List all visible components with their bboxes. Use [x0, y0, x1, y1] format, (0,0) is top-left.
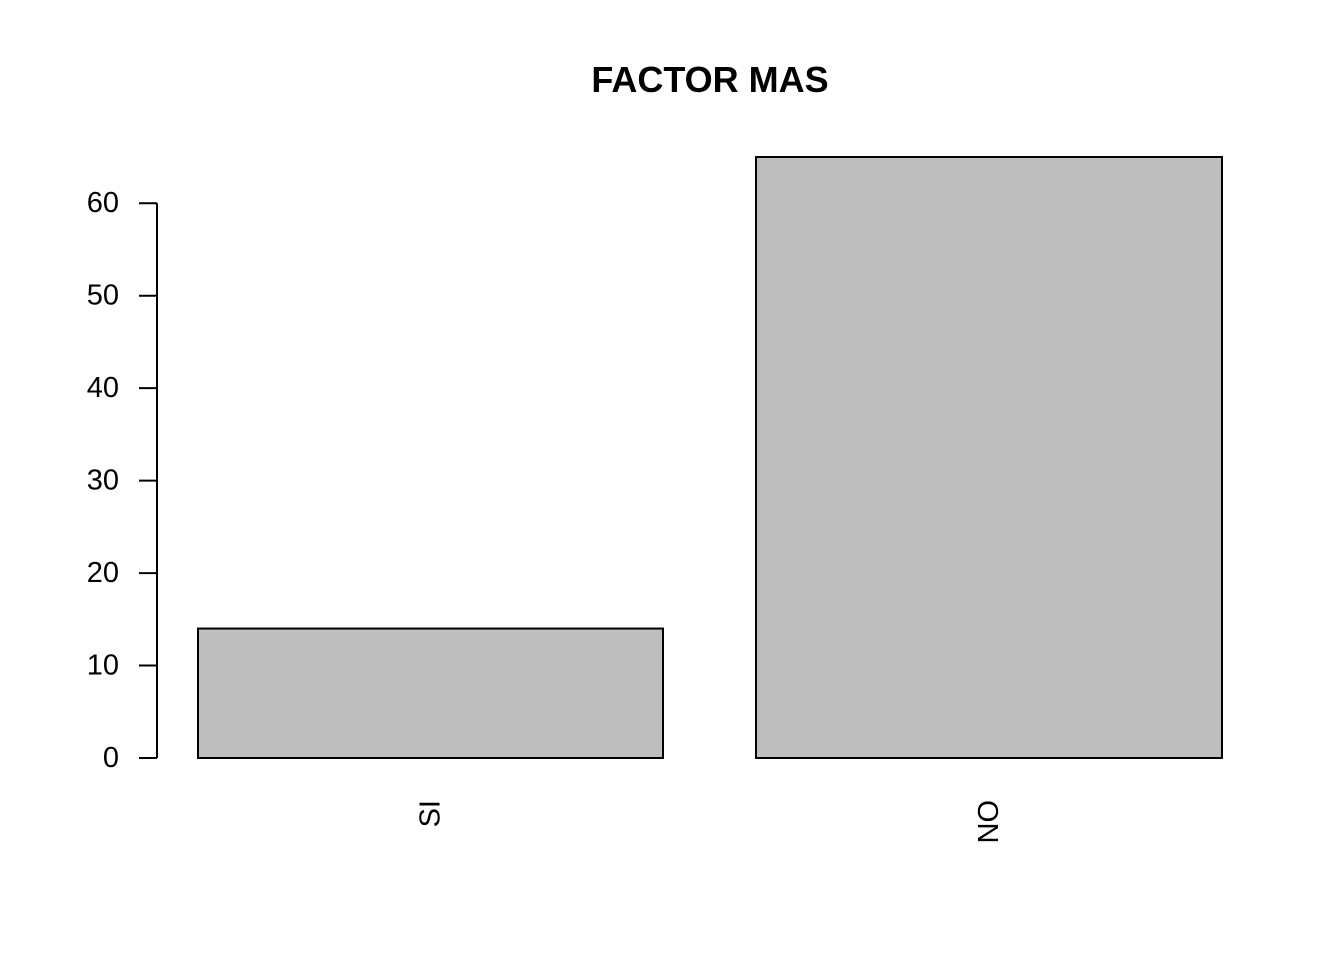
bar-no — [755, 156, 1223, 759]
y-tick-label: 0 — [103, 742, 119, 774]
y-tick-label: 40 — [87, 372, 119, 404]
y-axis: 0 10 20 30 40 50 60 — [87, 187, 158, 774]
y-tick-label: 50 — [87, 280, 119, 312]
chart-title: FACTOR MAS — [591, 59, 828, 100]
y-tick-label: 20 — [87, 557, 119, 589]
y-tick-label: 60 — [87, 187, 119, 219]
x-tick-label: NO — [973, 800, 1005, 844]
x-tick-label: SI — [415, 800, 447, 827]
y-tick-label: 30 — [87, 465, 119, 497]
bars — [197, 156, 1223, 759]
x-axis-labels: SI NO — [415, 800, 1006, 844]
bar-si — [197, 627, 664, 759]
y-tick-label: 10 — [87, 650, 119, 682]
